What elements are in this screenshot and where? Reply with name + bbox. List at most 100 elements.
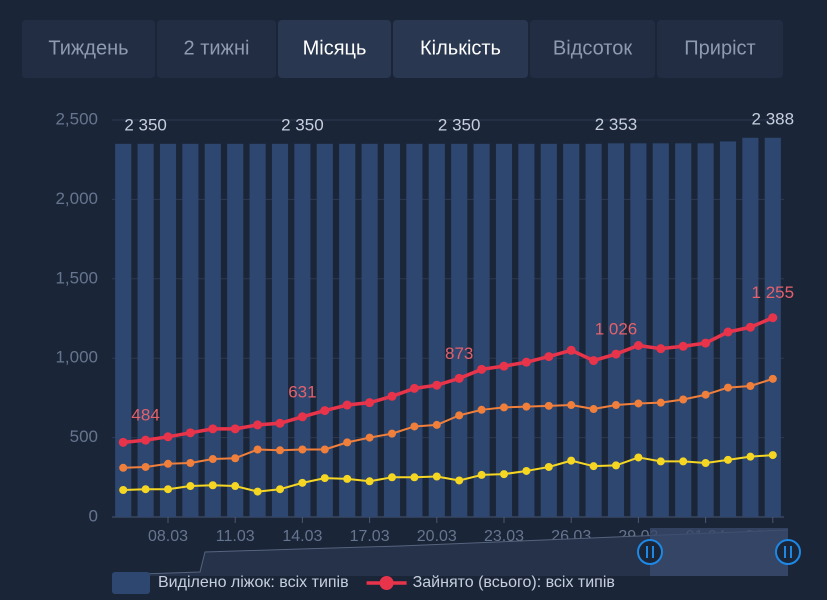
handle-grip [646, 546, 654, 558]
navigator-handle[interactable] [637, 539, 663, 565]
data-label: 2 350 [124, 115, 167, 134]
bar [159, 143, 177, 517]
point [455, 476, 464, 485]
point [633, 340, 643, 350]
point [141, 485, 150, 494]
point [656, 398, 665, 407]
tab[interactable] [393, 20, 528, 78]
bar [495, 143, 513, 517]
bar [137, 143, 154, 517]
point [522, 402, 531, 411]
point [477, 405, 486, 414]
tab-label[interactable]: Кількість [420, 37, 501, 59]
bar [563, 143, 580, 517]
point [432, 420, 441, 429]
bar [115, 143, 132, 517]
point [343, 438, 352, 447]
point [163, 432, 173, 442]
data-label: 2 388 [752, 109, 795, 128]
point [208, 424, 218, 434]
data-label: 2 350 [438, 115, 481, 134]
bar [428, 143, 445, 517]
bar [406, 143, 423, 517]
point [119, 486, 128, 495]
tab-label[interactable]: Тиждень [48, 37, 128, 59]
bar [204, 143, 221, 517]
point [253, 420, 263, 430]
tab-label[interactable]: Відсоток [553, 37, 632, 59]
x-tick-label: 17.03 [350, 528, 390, 545]
point [231, 482, 240, 491]
navigator-handle[interactable] [775, 539, 801, 565]
bar [451, 143, 468, 517]
point [746, 381, 755, 390]
tab-label[interactable]: Місяць [303, 37, 367, 59]
legend-swatch [112, 572, 150, 594]
tab[interactable] [157, 20, 276, 78]
bar [383, 143, 401, 517]
point [679, 395, 688, 404]
navigator-line [111, 529, 789, 576]
point [566, 345, 576, 355]
point [701, 390, 710, 399]
point [365, 398, 375, 408]
tab[interactable] [278, 20, 391, 78]
point [455, 411, 464, 420]
point [567, 456, 576, 465]
point [186, 459, 195, 468]
navigator-area [112, 530, 788, 576]
point [611, 349, 621, 359]
point [612, 461, 620, 470]
tab[interactable] [657, 20, 783, 78]
point [388, 429, 396, 438]
data-label: 631 [288, 382, 316, 401]
navigator-selection[interactable] [650, 528, 788, 576]
point [186, 482, 195, 491]
tab-label[interactable]: Приріст [684, 37, 755, 59]
bar [675, 143, 692, 517]
point [164, 459, 172, 468]
tab[interactable] [530, 20, 655, 78]
tab[interactable] [22, 20, 155, 78]
point [276, 446, 284, 455]
data-label: 2 350 [281, 115, 324, 134]
point [746, 452, 755, 461]
y-tick-label: 0 [89, 506, 98, 525]
point [320, 406, 330, 416]
legend-label[interactable]: Виділено ліжок: всіх типів [158, 574, 349, 591]
x-tick-label: 14.03 [282, 528, 322, 545]
bar [361, 143, 378, 517]
bar [607, 143, 625, 517]
point [678, 341, 688, 351]
point [544, 352, 554, 362]
point [454, 373, 464, 383]
point [701, 338, 711, 348]
point [679, 457, 688, 466]
y-tick-label: 1,500 [55, 268, 98, 287]
bar [182, 143, 199, 517]
point [387, 391, 397, 401]
point [634, 399, 643, 408]
bar [249, 143, 266, 517]
point [724, 455, 732, 464]
y-tick-label: 2,000 [55, 189, 98, 208]
point [656, 344, 666, 354]
point [410, 422, 419, 431]
bar [764, 137, 781, 518]
point [297, 412, 307, 422]
point [612, 401, 620, 410]
data-label: 1 026 [595, 320, 638, 339]
point [388, 473, 396, 482]
point [500, 403, 508, 412]
bar [227, 143, 244, 517]
point [275, 418, 285, 428]
point [768, 374, 777, 383]
point [208, 481, 217, 490]
legend-label[interactable]: Зайнято (всього): всіх типів [413, 574, 615, 591]
y-tick-label: 1,000 [55, 348, 98, 367]
bar [473, 143, 490, 517]
bar [339, 143, 356, 517]
tab-label[interactable]: 2 тижні [184, 37, 250, 59]
point [701, 459, 710, 468]
